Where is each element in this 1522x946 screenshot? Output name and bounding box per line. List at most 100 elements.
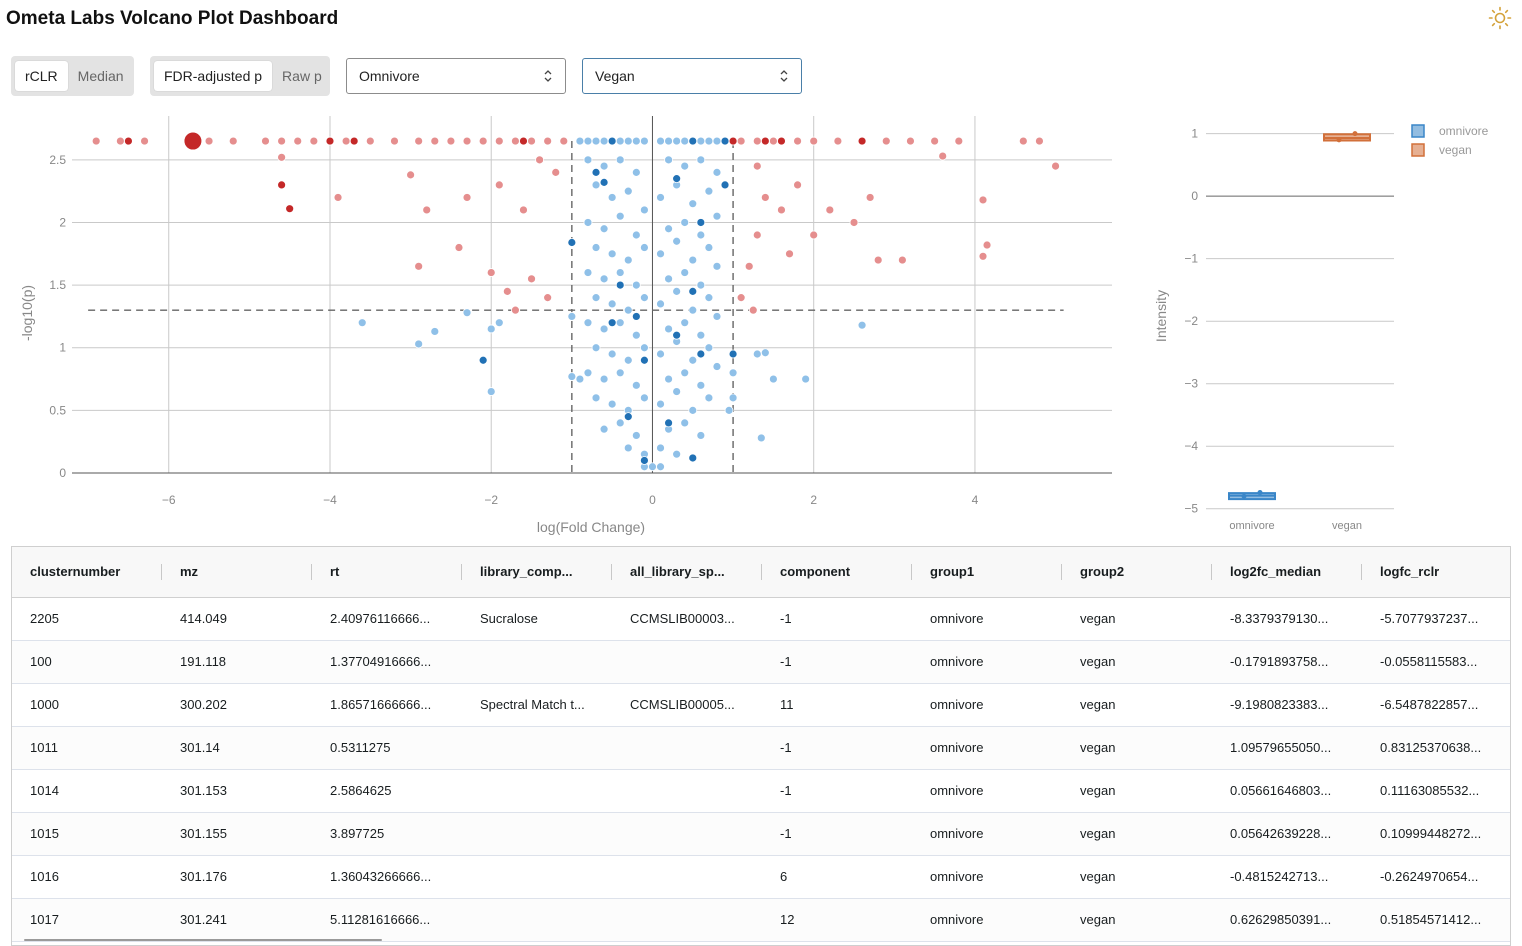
data-point-not-significant[interactable] [623,136,633,146]
fdr-adjusted-p-button[interactable]: FDR-adjusted p [154,61,273,91]
data-point-not-significant[interactable] [631,431,641,440]
data-point-not-significant[interactable] [688,305,698,315]
box-point-omnivore[interactable] [1257,489,1263,495]
box-plot[interactable]: 1 0 −1 −2 −3 −4 −5 omnivore vegan Intensity omnivo… [1153,124,1489,532]
data-point-not-significant[interactable] [696,431,706,440]
column-header-all-library-sp[interactable]: all_library_sp... [612,547,762,597]
data-point-not-significant-labeled[interactable] [672,174,682,184]
data-point-significant[interactable] [228,136,238,146]
data-point-significant[interactable] [486,268,496,277]
data-point-not-significant[interactable] [656,249,665,259]
data-point-significant[interactable] [744,261,754,271]
data-point-not-significant[interactable] [631,136,641,146]
data-point-significant[interactable] [446,136,456,146]
table-row[interactable]: 1011 301.14 0.5311275 -1 omnivore vegan 1.0957… [12,727,1510,770]
data-point-not-significant[interactable] [696,330,706,340]
data-point-significant-labeled[interactable] [285,204,295,214]
data-point-significant[interactable] [494,180,504,190]
data-point-significant[interactable] [543,293,553,303]
data-point-not-significant[interactable] [599,161,609,171]
data-point-not-significant[interactable] [615,418,625,428]
data-point-not-significant[interactable] [696,155,706,165]
data-point-significant-labeled[interactable] [124,136,133,146]
data-point-significant[interactable] [462,193,472,202]
data-point-significant[interactable] [543,136,553,146]
data-point-not-significant[interactable] [615,318,625,328]
data-point-not-significant[interactable] [656,299,665,309]
data-point-not-significant[interactable] [656,136,665,146]
data-point-not-significant[interactable] [688,255,698,265]
data-point-not-significant[interactable] [583,218,593,227]
data-point-significant-labeled[interactable] [857,136,867,146]
group1-select[interactable]: Omnivore [346,58,566,94]
column-header-mz[interactable]: mz [162,547,312,597]
data-point-significant[interactable] [519,205,528,215]
data-point-significant[interactable] [511,305,520,315]
data-point-not-significant[interactable] [752,349,762,359]
data-point-not-significant[interactable] [656,193,665,202]
data-point-not-significant[interactable] [567,372,577,381]
data-point-not-significant[interactable] [760,348,770,358]
data-point-not-significant-labeled[interactable] [688,286,698,296]
data-point-significant[interactable] [293,136,303,146]
table-row[interactable]: 100 191.118 1.37704916666... -1 omnivore vega… [12,641,1510,684]
data-point-not-significant[interactable] [680,136,690,146]
data-point-not-significant[interactable] [591,243,601,252]
data-point-significant[interactable] [881,136,891,146]
data-point-not-significant[interactable] [623,186,633,196]
data-point-not-significant[interactable] [615,136,625,146]
data-point-not-significant[interactable] [672,449,682,459]
data-point-not-significant-labeled[interactable] [688,136,698,146]
data-point-significant[interactable] [365,136,375,146]
data-point-not-significant-labeled[interactable] [640,355,649,365]
data-point-significant[interactable] [833,136,843,146]
data-point-not-significant-labeled[interactable] [696,349,706,359]
data-point-significant[interactable] [1051,161,1060,171]
data-point-significant[interactable] [752,136,762,146]
data-point-not-significant[interactable] [599,274,609,284]
data-point-significant[interactable] [115,136,125,146]
column-header-clusternumber[interactable]: clusternumber [12,547,162,597]
data-point-not-significant[interactable] [704,186,714,196]
data-point-not-significant-labeled[interactable] [623,412,633,422]
data-point-not-significant[interactable] [599,136,609,146]
data-point-not-significant-labeled[interactable] [615,280,625,290]
data-point-significant[interactable] [752,230,762,240]
data-point-significant[interactable] [430,136,440,146]
data-point-significant[interactable] [1035,136,1044,146]
data-point-not-significant[interactable] [664,324,673,334]
data-point-not-significant[interactable] [688,199,698,209]
data-point-not-significant[interactable] [680,268,690,277]
data-point-significant[interactable] [978,195,988,205]
data-point-not-significant[interactable] [591,180,601,190]
data-point-not-significant-labeled[interactable] [664,418,673,428]
data-point-not-significant-labeled[interactable] [728,349,738,359]
data-point-not-significant[interactable] [664,155,673,165]
data-point-not-significant[interactable] [623,355,633,365]
data-point-not-significant[interactable] [615,268,625,277]
data-point-significant[interactable] [736,136,746,146]
data-point-significant[interactable] [785,249,794,259]
data-point-not-significant[interactable] [801,374,811,384]
column-header-group1[interactable]: group1 [912,547,1062,597]
table-row[interactable]: 1000 300.202 1.86571666666... Spectral Matc… [12,684,1510,727]
data-point-not-significant[interactable] [696,380,706,390]
data-point-not-significant[interactable] [688,405,698,415]
data-point-not-significant[interactable] [623,443,633,453]
data-point-significant[interactable] [454,243,464,252]
data-point-not-significant[interactable] [357,318,367,328]
data-point-significant[interactable] [809,230,819,240]
data-point-not-significant-labeled[interactable] [696,218,706,227]
data-point-not-significant[interactable] [857,320,867,330]
data-point-not-significant[interactable] [591,393,601,403]
table-row[interactable]: 1017 301.241 5.11281616666... 12 omnivore veg… [12,899,1510,942]
data-point-significant[interactable] [954,136,964,146]
data-point-not-significant-labeled[interactable] [607,136,617,146]
data-point-not-significant[interactable] [728,368,738,378]
data-point-not-significant-labeled[interactable] [720,180,730,190]
data-point-not-significant[interactable] [640,205,649,215]
data-point-significant[interactable] [527,136,536,146]
data-point-significant[interactable] [390,136,399,146]
data-point-not-significant[interactable] [615,211,625,221]
data-point-not-significant[interactable] [696,280,706,290]
